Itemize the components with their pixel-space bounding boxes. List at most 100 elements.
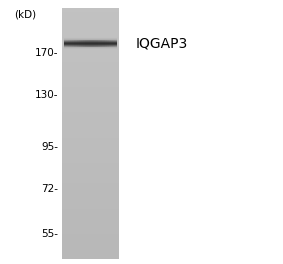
Bar	[64, 42, 117, 43]
Bar	[64, 40, 117, 41]
Bar	[72, 40, 74, 47]
Bar	[62, 125, 119, 129]
Bar	[64, 43, 117, 44]
Bar	[62, 58, 119, 62]
Bar	[77, 40, 79, 47]
Bar	[96, 40, 98, 47]
Bar	[62, 137, 119, 142]
Bar	[81, 40, 83, 47]
Bar	[64, 40, 117, 41]
Text: 55-: 55-	[41, 229, 58, 239]
Bar	[62, 133, 119, 138]
Bar	[62, 146, 119, 150]
Bar	[62, 183, 119, 188]
Bar	[64, 47, 117, 48]
Bar	[62, 238, 119, 242]
Bar	[62, 37, 119, 41]
Bar	[62, 33, 119, 37]
Bar	[62, 129, 119, 133]
Bar	[87, 40, 89, 47]
Bar	[62, 179, 119, 183]
Bar	[62, 8, 119, 12]
Bar	[62, 217, 119, 221]
Bar	[62, 150, 119, 154]
Bar	[64, 41, 117, 42]
Bar	[62, 91, 119, 96]
Bar	[62, 112, 119, 117]
Bar	[62, 41, 119, 45]
Bar	[62, 96, 119, 100]
Bar	[62, 24, 119, 29]
Bar	[62, 49, 119, 54]
Bar	[62, 54, 119, 58]
Bar	[109, 40, 111, 47]
Bar	[62, 221, 119, 225]
Bar	[111, 40, 113, 47]
Bar	[62, 45, 119, 50]
Bar	[64, 44, 117, 45]
Bar	[102, 40, 104, 47]
Bar	[62, 233, 119, 238]
Bar	[62, 246, 119, 250]
Text: (kD): (kD)	[14, 9, 37, 19]
Bar	[62, 254, 119, 259]
Bar	[62, 175, 119, 179]
Bar	[62, 171, 119, 175]
Bar	[62, 104, 119, 108]
Bar	[62, 70, 119, 75]
Bar	[98, 40, 100, 47]
Bar	[62, 87, 119, 92]
Bar	[66, 40, 68, 47]
Bar	[62, 108, 119, 112]
Bar	[62, 192, 119, 196]
Bar	[85, 40, 87, 47]
Bar	[64, 46, 117, 47]
Bar	[62, 187, 119, 192]
Text: 170-: 170-	[35, 48, 58, 58]
Bar	[62, 242, 119, 246]
Bar	[92, 40, 94, 47]
Bar	[62, 8, 119, 259]
Bar	[62, 120, 119, 125]
Text: 95-: 95-	[41, 142, 58, 152]
Bar	[64, 42, 117, 43]
Bar	[64, 39, 117, 40]
Bar	[64, 48, 117, 49]
Bar	[100, 40, 102, 47]
Bar	[64, 47, 117, 48]
Bar	[64, 38, 117, 39]
Bar	[64, 41, 117, 42]
Bar	[64, 44, 117, 45]
Bar	[62, 162, 119, 167]
Bar	[104, 40, 107, 47]
Bar	[62, 116, 119, 121]
Bar	[68, 40, 70, 47]
Bar	[62, 66, 119, 70]
Bar	[107, 40, 109, 47]
Bar	[113, 40, 115, 47]
Bar	[62, 196, 119, 200]
Bar	[89, 40, 92, 47]
Bar	[62, 142, 119, 146]
Bar	[62, 20, 119, 25]
Text: 72-: 72-	[41, 184, 58, 194]
Bar	[83, 40, 85, 47]
Bar	[62, 74, 119, 79]
Bar	[62, 204, 119, 209]
Bar	[79, 40, 81, 47]
Bar	[62, 167, 119, 171]
Bar	[62, 154, 119, 158]
Bar	[64, 43, 117, 44]
Bar	[62, 100, 119, 104]
Bar	[62, 29, 119, 33]
Bar	[62, 229, 119, 234]
Bar	[64, 46, 117, 47]
Bar	[62, 250, 119, 254]
Bar	[62, 79, 119, 83]
Bar	[64, 45, 117, 46]
Bar	[64, 39, 117, 40]
Bar	[70, 40, 72, 47]
Bar	[94, 40, 96, 47]
Bar	[64, 40, 66, 47]
Bar	[62, 62, 119, 67]
